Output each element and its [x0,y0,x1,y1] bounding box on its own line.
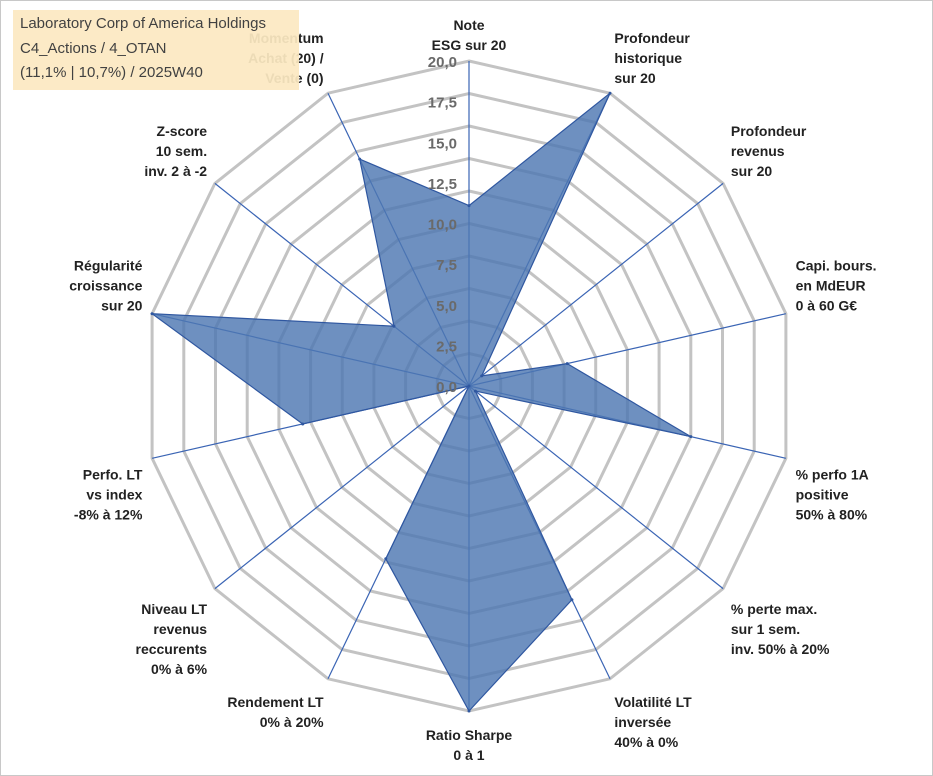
axis-label-line: sur 20 [614,70,655,86]
axis-label-8: Rendement LT 0% à 20% [227,694,324,730]
axis-label-line: vs index [86,487,142,503]
axis-labels: Note ESG sur 20 Profondeur historique sur 20… [69,17,876,763]
axis-label-line: 50% à 80% [796,507,868,523]
data-point-5 [473,389,477,393]
axis-label-line: % perfo 1A [796,467,869,483]
axis-label-1: Profondeur historique sur 20 [614,30,690,86]
axis-label-line: ESG sur 20 [432,37,507,53]
axis-label-line: 10 sem. [156,143,207,159]
axis-label-line: positive [796,487,849,503]
axis-label-line: sur 20 [731,163,772,179]
data-point-2 [480,374,484,378]
axis-label-7: Ratio Sharpe 0 à 1 [426,727,513,763]
axis-label-line: sur 1 sem. [731,621,800,637]
data-point-11 [150,312,154,316]
axis-label-5: % perte max. sur 1 sem. inv. 50% à 20% [731,601,830,657]
axis-label-line: 40% à 0% [614,734,678,750]
tick-label-0: 0,0 [436,379,457,396]
axis-label-line: Niveau LT [141,601,207,617]
axis-label-0: Note ESG sur 20 [432,17,507,53]
axis-label-line: Profondeur [731,123,807,139]
axis-label-4: % perfo 1A positive 50% à 80% [796,467,869,523]
axis-spoke-2 [468,182,724,387]
axis-label-line: 0% à 20% [260,714,324,730]
company-name: Laboratory Corp of America Holdings [20,15,266,32]
axis-spoke-9 [214,385,470,590]
stats-label: (11,1% | 10,7%) / 2025W40 [20,64,203,81]
tick-label-7: 17,5 [428,95,457,112]
data-point-10 [301,422,305,426]
tick-label-5: 12,5 [428,176,457,193]
axis-label-line: Perfo. LT [83,467,143,483]
axis-label-line: Rendement LT [227,694,324,710]
axis-label-6: Volatilité LT inversée 40% à 0% [614,694,692,750]
axis-label-line: revenus [153,621,207,637]
tick-labels: 0,0 2,5 5,0 7,5 10,0 12,5 15,0 17,5 20,0 [428,54,457,396]
axis-label-line: Régularité [74,258,143,274]
data-point-0 [467,204,471,208]
axis-label-line: historique [614,50,682,66]
info-box: Laboratory Corp of America Holdings C4_A… [13,10,299,90]
axis-label-line: Capi. bours. [796,258,877,274]
axis-label-line: 0 à 1 [453,747,484,763]
axis-label-9: Niveau LT revenus reccurents 0% à 6% [136,601,208,677]
axis-label-line: inversée [614,714,671,730]
axis-label-10: Perfo. LT vs index -8% à 12% [74,467,143,523]
tick-label-4: 10,0 [428,217,457,234]
axis-label-line: % perte max. [731,601,817,617]
tick-label-2: 5,0 [436,298,457,315]
tick-label-8: 20,0 [428,54,457,71]
data-point-3 [565,362,569,366]
axis-label-2: Profondeur revenus sur 20 [731,123,807,179]
series-layer [150,91,693,713]
axis-label-line: inv. 50% à 20% [731,641,830,657]
data-point-6 [570,598,574,602]
data-point-13 [358,157,362,161]
axis-label-line: Ratio Sharpe [426,727,513,743]
data-point-4 [689,435,693,439]
axis-label-line: Profondeur [614,30,690,46]
axis-label-line: croissance [69,278,142,294]
data-point-8 [384,557,388,561]
axis-label-12: Z-score 10 sem. inv. 2 à -2 [144,123,207,179]
axis-label-line: Volatilité LT [614,694,692,710]
axis-label-3: Capi. bours. en MdEUR 0 à 60 G€ [796,258,877,314]
data-point-7 [467,709,471,713]
tick-label-6: 15,0 [428,135,457,152]
classification-label: C4_Actions / 4_OTAN [20,40,167,57]
axis-label-11: Régularité croissance sur 20 [69,258,142,314]
axis-label-line: 0% à 6% [151,661,208,677]
axis-label-line: Note [453,17,484,33]
series-area [150,92,692,713]
axis-label-line: sur 20 [101,298,142,314]
axis-label-line: reccurents [136,641,208,657]
axis-label-line: inv. 2 à -2 [144,163,207,179]
axis-label-line: -8% à 12% [74,507,143,523]
data-point-1 [608,91,612,95]
data-point-12 [392,324,396,328]
axis-spoke-5 [468,385,724,590]
axis-label-line: revenus [731,143,785,159]
axis-label-line: Z-score [157,123,208,139]
axis-label-line: en MdEUR [796,278,866,294]
tick-label-1: 2,5 [436,338,457,355]
data-point-9 [467,384,471,388]
axis-label-line: 0 à 60 G€ [796,298,858,314]
tick-label-3: 7,5 [436,257,457,274]
